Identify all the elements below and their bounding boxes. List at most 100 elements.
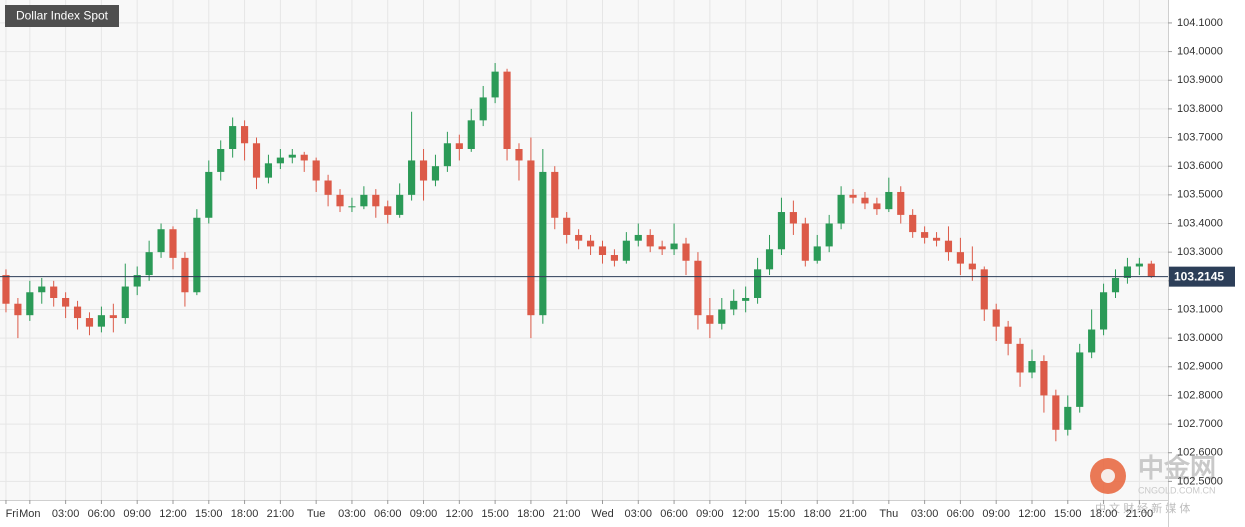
candle-body — [539, 171, 547, 316]
x-tick-label: 21:00 — [267, 508, 295, 520]
x-tick-label: 18:00 — [231, 508, 259, 520]
candle-body — [825, 223, 833, 247]
candle-body — [384, 206, 392, 215]
candle-body — [1004, 326, 1012, 344]
candle-body — [121, 286, 129, 319]
candle-body — [694, 260, 702, 316]
watermark: 中金网 CNGOLD.COM.CN 中 文 财 经 新 媒 体 — [1090, 453, 1216, 515]
candle-body — [873, 203, 881, 210]
candle-body — [205, 171, 213, 218]
candle-body — [515, 148, 523, 161]
candle-body — [181, 257, 189, 293]
candle-body — [324, 180, 332, 195]
y-tick-label: 102.7000 — [1177, 418, 1223, 430]
x-tick-label: 15:00 — [195, 508, 223, 520]
candle-body — [670, 243, 678, 250]
x-tick-label: 12:00 — [732, 508, 760, 520]
candle-body — [109, 315, 117, 319]
candle-body — [431, 166, 440, 181]
x-tick-label: 09:00 — [410, 508, 438, 520]
x-tick-label: 12:00 — [446, 508, 474, 520]
x-tick-label: Tue — [307, 508, 326, 520]
x-tick-label: 06:00 — [374, 508, 402, 520]
candle-body — [598, 246, 607, 256]
candle-body — [932, 237, 941, 241]
candle-body — [408, 160, 416, 195]
candle-body — [730, 300, 738, 310]
candle-body — [980, 269, 988, 310]
x-tick-label: Mon — [19, 508, 40, 520]
y-tick-label: 102.6000 — [1177, 447, 1223, 459]
candle-body — [97, 315, 105, 327]
candle-body — [1123, 266, 1132, 278]
candle-body — [634, 234, 642, 241]
candle-body — [777, 212, 786, 250]
candle-body — [1135, 263, 1143, 267]
candle-body — [288, 154, 296, 158]
candle-body — [1147, 263, 1155, 277]
candle-body — [1016, 343, 1024, 373]
x-tick-label: 06:00 — [660, 508, 688, 520]
candle-body — [62, 297, 70, 307]
candle-body — [754, 269, 762, 298]
candle-body — [706, 315, 714, 324]
candle-body — [73, 306, 82, 319]
candle-body — [264, 163, 273, 178]
candle-body — [575, 234, 583, 241]
candle-body — [742, 297, 750, 301]
y-tick-label: 102.9000 — [1177, 361, 1223, 373]
candle-body — [455, 143, 463, 149]
candle-body — [276, 157, 284, 164]
x-tick-label: 06:00 — [88, 508, 116, 520]
candle-body — [14, 303, 22, 316]
y-tick-label: 103.7000 — [1177, 131, 1223, 143]
candle-body — [718, 309, 726, 324]
candle-body — [479, 97, 487, 121]
candle-body — [396, 194, 404, 215]
candle-body — [157, 229, 165, 253]
candle-body — [467, 120, 475, 149]
candle-body — [1111, 277, 1120, 293]
last-price-label: 103.2145 — [1174, 269, 1224, 283]
candle-body — [586, 240, 595, 247]
candle-body — [801, 223, 809, 261]
candle-body — [503, 71, 511, 149]
y-tick-label: 103.6000 — [1177, 160, 1223, 172]
watermark-slogan: 中 文 财 经 新 媒 体 — [1095, 501, 1190, 515]
x-tick-label: 12:00 — [1018, 508, 1046, 520]
candle-body — [968, 263, 976, 270]
candle-body — [789, 212, 797, 224]
y-tick-label: 103.3000 — [1177, 246, 1223, 258]
x-tick-label: 03:00 — [52, 508, 80, 520]
candle-body — [813, 246, 821, 261]
x-tick-label: Fri — [6, 508, 19, 520]
x-tick-label: 21:00 — [553, 508, 581, 520]
candle-body — [944, 240, 953, 253]
candle-body — [372, 194, 380, 207]
candle-body — [765, 249, 774, 270]
x-tick-label: 09:00 — [696, 508, 724, 520]
chart-title: Dollar Index Spot — [16, 9, 109, 23]
candle-body — [658, 246, 666, 250]
x-tick-label: 18:00 — [1090, 508, 1118, 520]
x-tick-label: Thu — [879, 508, 898, 520]
candle-body — [252, 143, 261, 178]
candle-body — [300, 154, 308, 161]
y-tick-label: 103.1000 — [1177, 303, 1223, 315]
candle-body — [169, 229, 177, 258]
candle-body — [1076, 352, 1084, 407]
y-tick-label: 103.0000 — [1177, 332, 1223, 344]
candle-body — [50, 286, 58, 298]
candle-body — [682, 243, 690, 261]
candle-body — [145, 252, 153, 276]
candle-body — [491, 71, 499, 98]
candle-body — [551, 171, 559, 218]
watermark-logo: 中金网 — [1138, 453, 1216, 483]
candle-body — [622, 240, 630, 261]
x-tick-label: 15:00 — [1054, 508, 1082, 520]
x-tick-label: Wed — [591, 508, 613, 520]
candle-body — [38, 286, 46, 293]
candle-body — [193, 217, 201, 293]
candle-body — [1028, 361, 1036, 373]
